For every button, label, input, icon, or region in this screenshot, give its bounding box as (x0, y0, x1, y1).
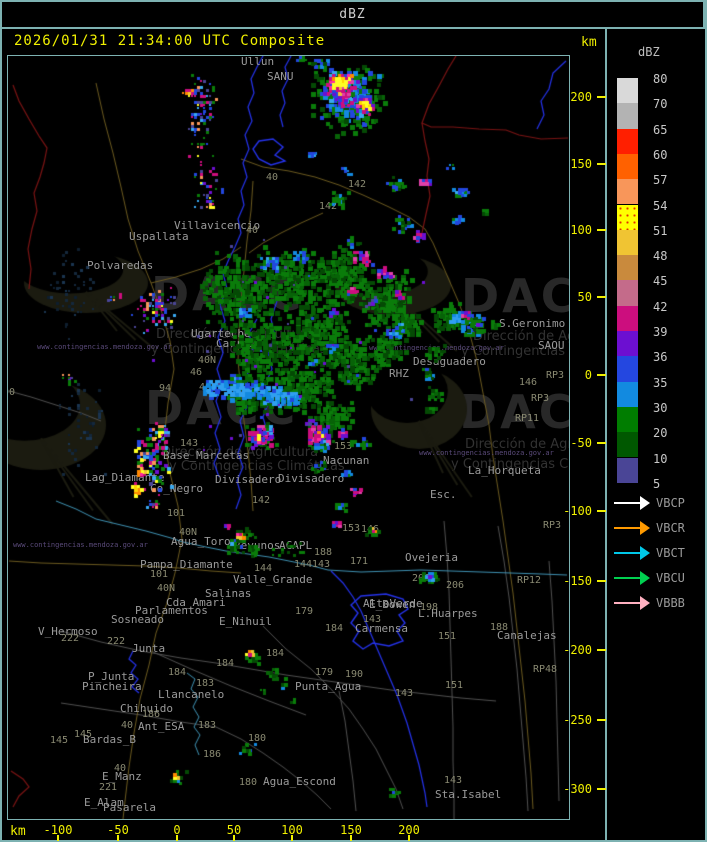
y-tick-label: -150 (563, 574, 592, 588)
colorbar-title: dBZ (638, 45, 660, 59)
y-tick-mark (597, 510, 606, 512)
colorbar-label: 5 (653, 476, 661, 491)
timestamp: 2026/01/31 21:34:00 UTC Composite (14, 33, 326, 49)
colorbar-swatch (617, 331, 638, 357)
arrow-head-icon (640, 496, 650, 510)
x-tick-mark (233, 835, 235, 841)
colorbar-swatch (617, 356, 638, 382)
x-tick-mark (291, 835, 293, 841)
y-tick-label: 200 (570, 90, 592, 104)
x-tick-label: 150 (340, 823, 362, 837)
y-tick-mark (597, 580, 606, 582)
legend-label: VBCT (656, 546, 685, 560)
x-tick-label: 0 (173, 823, 181, 837)
y-axis-unit: km (581, 35, 597, 50)
arrow-icon (614, 552, 644, 554)
arrow-icon (614, 527, 644, 529)
y-tick-label: -200 (563, 643, 592, 657)
y-tick-mark (597, 163, 606, 165)
colorbar-swatch (617, 78, 638, 104)
y-tick-mark (597, 296, 606, 298)
y-tick-mark (597, 229, 606, 231)
title-bar: dBZ (0, 0, 705, 29)
legend-label: VBBB (656, 596, 685, 610)
x-tick-mark (408, 835, 410, 841)
y-tick-label: 50 (577, 290, 592, 304)
arrow-head-icon (640, 546, 650, 560)
radar-map: DACCDirección de Agriculturay Contingenc… (7, 55, 570, 820)
colorbar-label: 57 (653, 173, 668, 188)
colorbar-swatch (617, 128, 638, 154)
y-tick-label: 150 (570, 157, 592, 171)
colorbar-label: 36 (653, 350, 668, 365)
y-tick-label: 100 (570, 223, 592, 237)
x-axis-unit: km (10, 824, 26, 839)
colorbar-swatch (617, 229, 638, 256)
colorbar-label: 70 (653, 97, 668, 112)
colorbar-swatch (617, 179, 638, 205)
colorbar-label: 65 (653, 122, 668, 137)
y-tick-mark (597, 374, 606, 376)
page-title: dBZ (339, 7, 366, 22)
radar-echo-canvas (8, 56, 569, 819)
colorbar-label: 60 (653, 147, 668, 162)
arrow-head-icon (640, 571, 650, 585)
colorbar-swatch (617, 432, 638, 458)
colorbar-swatch (617, 204, 638, 230)
y-tick-label: -50 (570, 436, 592, 450)
x-tick-label: 50 (226, 823, 242, 837)
y-tick-label: -100 (563, 504, 592, 518)
arrow-head-icon (640, 596, 650, 610)
colorbar-swatch (617, 406, 638, 433)
y-tick-mark (597, 719, 606, 721)
x-tick-mark (176, 835, 178, 841)
x-tick-label: -100 (43, 823, 73, 837)
y-tick-mark (597, 96, 606, 98)
y-tick-mark (597, 442, 606, 444)
colorbar-label: 39 (653, 325, 668, 339)
colorbar-label: 20 (653, 426, 668, 441)
colorbar-label: 54 (653, 198, 668, 213)
y-tick-label: 0 (584, 368, 592, 382)
colorbar-swatch (617, 305, 638, 331)
colorbar-swatch (617, 457, 638, 483)
legend-label: VBCU (656, 571, 685, 585)
colorbar-swatch (617, 153, 638, 180)
y-tick-mark (597, 788, 606, 790)
arrow-head-icon (640, 521, 650, 535)
legend-label: VBCR (656, 521, 685, 535)
arrow-icon (614, 577, 644, 579)
colorbar-label: 51 (653, 223, 668, 238)
x-tick-label: 200 (398, 823, 420, 837)
x-tick-mark (57, 835, 59, 841)
x-tick-mark (350, 835, 352, 841)
colorbar-label: 10 (653, 451, 668, 466)
x-tick-mark (117, 835, 119, 841)
y-tick-label: -300 (563, 782, 592, 796)
colorbar-swatch (617, 255, 638, 281)
colorbar-label: 48 (653, 249, 668, 264)
y-tick-mark (597, 649, 606, 651)
colorbar-swatch (617, 103, 638, 129)
colorbar-label: 80 (653, 72, 668, 86)
colorbar-swatch (617, 381, 638, 407)
legend-label: VBCP (656, 496, 685, 510)
colorbar-swatch (617, 280, 638, 306)
arrow-icon (614, 602, 644, 604)
colorbar-label: 45 (653, 274, 668, 289)
colorbar-label: 30 (653, 400, 668, 415)
arrow-icon (614, 502, 644, 504)
colorbar-label: 42 (653, 299, 668, 314)
x-tick-label: 100 (281, 823, 303, 837)
x-tick-label: -50 (107, 823, 129, 837)
panel-divider (605, 29, 607, 842)
y-tick-label: -250 (563, 713, 592, 727)
colorbar-label: 35 (653, 375, 668, 390)
